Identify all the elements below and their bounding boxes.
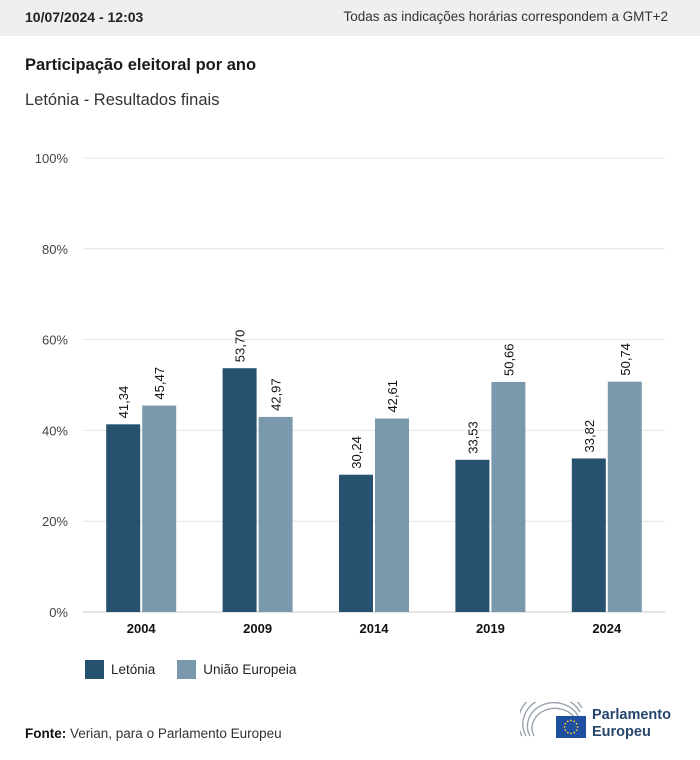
timezone-note: Todas as indicações horárias corresponde…: [343, 9, 668, 24]
legend-label-uniao-europeia: União Europeia: [203, 662, 297, 677]
x-tick-label: 2004: [127, 621, 157, 636]
logo-text: Parlamento Europeu: [592, 707, 671, 741]
data-label: 42,97: [269, 378, 284, 411]
x-tick-label: 2014: [360, 621, 390, 636]
source-text: Verian, para o Parlamento Europeu: [70, 726, 282, 741]
eu-star-icon: [573, 720, 576, 723]
eu-star-icon: [576, 726, 579, 728]
bar-letonia: [106, 424, 141, 612]
y-tick-label: 60%: [42, 333, 68, 348]
parliament-logo: Parlamento Europeu: [517, 690, 685, 741]
logo-line-2: Europeu: [592, 724, 651, 740]
legend: Letónia União Europeia: [85, 660, 318, 679]
legend-item-letonia[interactable]: Letónia: [85, 660, 155, 679]
bar-uniao-europeia: [258, 416, 293, 612]
x-tick-label: 2024: [592, 621, 622, 636]
eu-star-icon: [564, 729, 567, 732]
source-prefix: Fonte:: [25, 726, 67, 741]
bar-letonia: [571, 458, 606, 612]
top-bar: 10/07/2024 - 12:03 Todas as indicações h…: [0, 0, 700, 36]
data-label: 50,74: [618, 343, 633, 376]
eu-star-icon: [575, 722, 578, 725]
data-label: 30,24: [349, 436, 364, 469]
bar-chart: 0% 20% 40% 60% 80% 100% 41,34 45,47 2004 53,70 42,…: [35, 151, 665, 636]
eu-star-icon: [563, 726, 566, 728]
source-note: Fonte: Verian, para o Parlamento Europeu: [25, 726, 282, 741]
y-tick-label: 0%: [49, 605, 68, 620]
data-label: 45,47: [152, 367, 167, 400]
bar-letonia: [339, 474, 373, 612]
eu-star-icon: [575, 729, 578, 732]
bar-letonia: [222, 368, 257, 612]
eu-star-icon: [570, 732, 572, 735]
chart-title: Participação eleitoral por ano: [25, 56, 257, 74]
data-label: 33,82: [582, 420, 597, 453]
eu-flag-icon: [556, 716, 586, 738]
y-tick-label: 20%: [42, 514, 68, 529]
data-label: 33,53: [465, 421, 480, 454]
eu-star-icon: [564, 722, 567, 725]
bar-uniao-europeia: [375, 418, 409, 612]
eu-star-icon: [566, 720, 569, 723]
parliament-emblem-icon: [517, 690, 586, 738]
legend-item-uniao-europeia[interactable]: União Europeia: [177, 660, 296, 679]
y-tick-label: 80%: [42, 242, 68, 257]
timestamp: 10/07/2024 - 12:03: [25, 9, 144, 25]
legend-label-letonia: Letónia: [111, 662, 156, 677]
bar-letonia: [455, 459, 490, 612]
data-label: 42,61: [385, 380, 400, 413]
bar-uniao-europeia: [491, 382, 526, 612]
x-tick-label: 2019: [476, 621, 505, 636]
bar-uniao-europeia: [142, 405, 177, 612]
legend-swatch-letonia: [85, 660, 104, 679]
data-label: 41,34: [116, 386, 131, 419]
data-label: 50,66: [501, 343, 516, 376]
logo-line-1: Parlamento: [592, 707, 671, 723]
x-tick-label: 2009: [243, 621, 272, 636]
data-label: 53,70: [233, 330, 248, 363]
eu-star-icon: [570, 719, 572, 722]
chart-subtitle: Letónia - Resultados finais: [25, 91, 220, 109]
y-tick-label: 40%: [42, 423, 68, 438]
eu-star-icon: [566, 731, 569, 734]
bar-uniao-europeia: [607, 381, 642, 612]
y-tick-label: 100%: [35, 151, 69, 166]
eu-stars-icon: [563, 719, 579, 735]
legend-swatch-uniao-europeia: [177, 660, 197, 679]
eu-star-icon: [573, 731, 576, 734]
